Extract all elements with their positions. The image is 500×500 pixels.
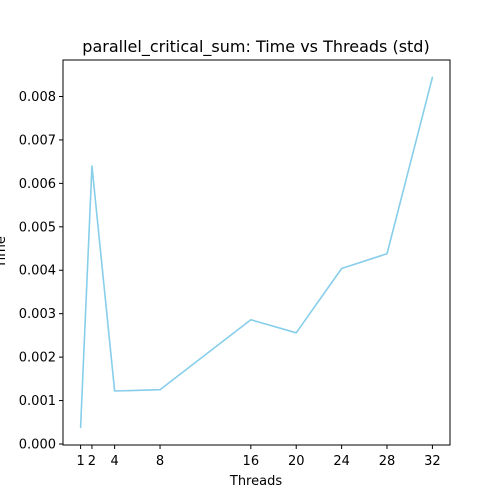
y-tick-label: 0.006 — [19, 177, 56, 192]
x-tick-label: 16 — [243, 454, 260, 469]
y-tick-label: 0.007 — [19, 133, 56, 148]
y-tick-label: 0.008 — [19, 90, 56, 105]
x-tick-label: 1 — [76, 454, 84, 469]
series-line-0 — [79, 76, 434, 429]
plot-frame — [62, 59, 451, 446]
x-tick-label: 28 — [379, 454, 396, 469]
plot-area: 1 2 4 8 16 20 24 28 320.0000.0010.0020.0030.0040… — [19, 59, 451, 469]
y-tick-label: 0.004 — [19, 264, 56, 279]
x-axis-label: Threads — [229, 474, 282, 489]
x-tick-label: 8 — [156, 454, 164, 469]
x-tick-label: 32 — [424, 454, 441, 469]
y-tick-label: 0.005 — [19, 220, 56, 235]
x-tick-label: 2 — [88, 454, 96, 469]
y-tick-label: 0.003 — [19, 307, 56, 322]
y-tick-label: 0.002 — [19, 351, 56, 366]
y-tick-label: 0.001 — [19, 394, 56, 409]
chart-title: parallel_critical_sum: Time vs Threads (… — [82, 37, 429, 57]
y-axis-label: Time — [0, 236, 9, 269]
x-tick-label: 4 — [110, 454, 118, 469]
x-tick-label: 24 — [333, 454, 350, 469]
x-tick-label: 20 — [288, 454, 305, 469]
y-tick-label: 0.000 — [19, 438, 56, 453]
